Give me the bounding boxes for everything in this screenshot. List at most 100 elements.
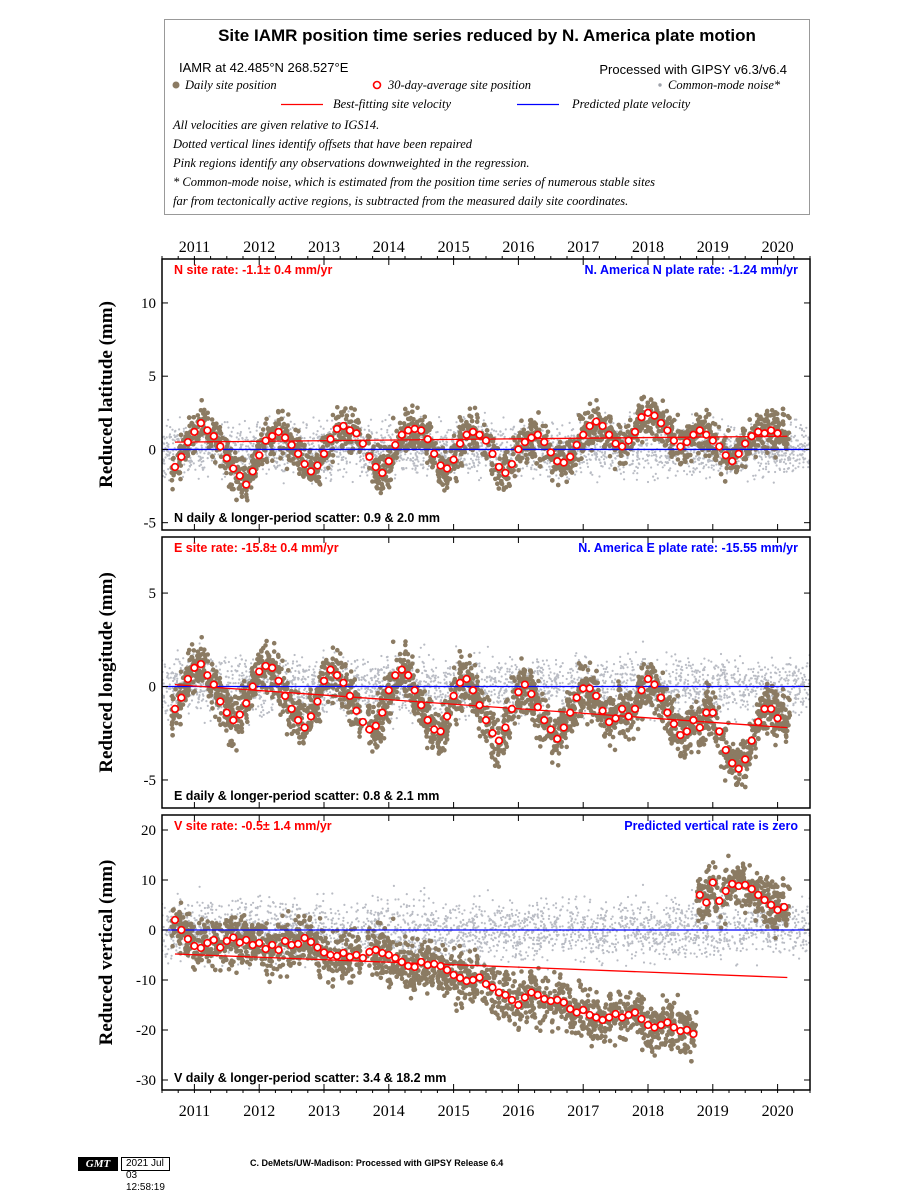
daily-point (169, 471, 174, 476)
common-mode-point (201, 461, 203, 463)
common-mode-point (467, 453, 469, 455)
common-mode-point (646, 439, 648, 441)
common-mode-point (183, 471, 185, 473)
common-mode-point (594, 446, 596, 448)
common-mode-point (599, 450, 601, 452)
common-mode-point (248, 427, 250, 429)
common-mode-point (185, 427, 187, 429)
daily-point (685, 424, 690, 429)
common-mode-point (420, 436, 422, 438)
common-mode-point (629, 415, 631, 417)
common-mode-point (376, 432, 378, 434)
common-mode-point (787, 467, 789, 469)
common-mode-point (692, 467, 694, 469)
common-mode-point (497, 433, 499, 435)
common-mode-point (232, 427, 234, 429)
daily-point (265, 460, 270, 465)
daily-point (413, 435, 418, 440)
daily-point (387, 469, 392, 474)
common-mode-point (172, 439, 174, 441)
top-year-label: 2015 (438, 239, 470, 256)
common-mode-point (339, 469, 341, 471)
common-mode-point (279, 464, 281, 466)
common-mode-point (364, 429, 366, 431)
common-mode-point (792, 457, 794, 459)
common-mode-point (615, 458, 617, 460)
common-mode-point (689, 471, 691, 473)
common-mode-point (296, 434, 298, 436)
common-mode-point (805, 427, 807, 429)
common-mode-point (759, 465, 761, 467)
common-mode-point (780, 454, 782, 456)
common-mode-point (804, 446, 806, 448)
common-mode-point (639, 445, 641, 447)
common-mode-point (164, 456, 166, 458)
common-mode-point (702, 467, 704, 469)
common-mode-point (796, 459, 798, 461)
common-mode-point (612, 422, 614, 424)
common-mode-point (480, 477, 482, 479)
common-mode-point (665, 450, 667, 452)
common-mode-point (705, 477, 707, 479)
common-mode-point (807, 466, 809, 468)
common-mode-point (556, 428, 558, 430)
common-mode-point (797, 454, 799, 456)
common-mode-point (766, 443, 768, 445)
common-mode-point (783, 461, 785, 463)
common-mode-point (807, 436, 809, 438)
common-mode-point (473, 466, 475, 468)
common-mode-point (645, 443, 647, 445)
bottom-year-label: 2015 (438, 1103, 470, 1120)
common-mode-point (167, 443, 169, 445)
common-mode-point (652, 476, 654, 478)
common-mode-point (491, 422, 493, 424)
common-mode-point (287, 462, 289, 464)
daily-point (568, 445, 573, 450)
common-mode-point (635, 466, 637, 468)
common-mode-point (382, 450, 384, 452)
common-mode-point (647, 462, 649, 464)
common-mode-point (224, 476, 226, 478)
common-mode-point (561, 424, 563, 426)
common-mode-point (620, 473, 622, 475)
daily-point (760, 441, 765, 446)
common-mode-point (389, 436, 391, 438)
common-mode-point (368, 429, 370, 431)
common-mode-point (244, 464, 246, 466)
common-mode-point (476, 470, 478, 472)
common-mode-point (654, 479, 656, 481)
common-mode-point (579, 463, 581, 465)
common-mode-point (231, 431, 233, 433)
common-mode-point (252, 445, 254, 447)
common-mode-point (752, 475, 754, 477)
daily-point (308, 448, 313, 453)
common-mode-point (601, 451, 603, 453)
common-mode-point (773, 482, 775, 484)
daily-point (436, 446, 441, 451)
daily-point (609, 425, 614, 430)
common-mode-point (330, 474, 332, 476)
common-mode-point (598, 475, 600, 477)
common-mode-point (201, 447, 203, 449)
common-mode-point (386, 431, 388, 433)
common-mode-point (312, 416, 314, 418)
common-mode-point (226, 421, 228, 423)
daily-point (330, 460, 335, 465)
common-mode-point (650, 466, 652, 468)
daily-point (516, 468, 521, 473)
common-mode-point (305, 427, 307, 429)
common-mode-point (289, 428, 291, 430)
common-mode-point (477, 426, 479, 428)
common-mode-point (753, 478, 755, 480)
common-mode-point (604, 412, 606, 414)
common-mode-point (757, 462, 759, 464)
common-mode-point (384, 419, 386, 421)
common-mode-point (203, 452, 205, 454)
common-mode-point (542, 453, 544, 455)
common-mode-point (485, 464, 487, 466)
common-mode-point (595, 454, 597, 456)
common-mode-point (221, 423, 223, 425)
common-mode-point (530, 467, 532, 469)
common-mode-point (792, 465, 794, 467)
